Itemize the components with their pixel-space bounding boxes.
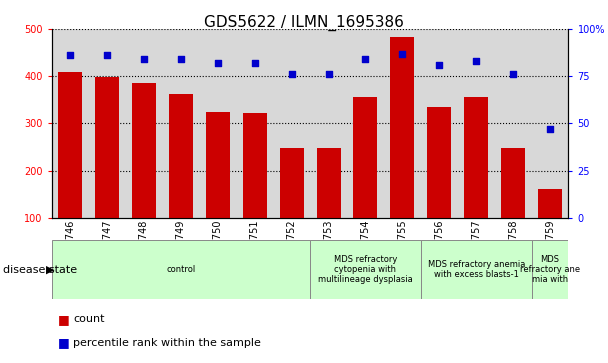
Bar: [310, 240, 421, 299]
Bar: [89, 29, 125, 218]
Point: [323, 72, 333, 77]
Bar: [347, 29, 384, 218]
Point: [213, 60, 223, 66]
Bar: [353, 97, 378, 218]
Bar: [52, 29, 89, 218]
Bar: [421, 240, 531, 299]
Point: [102, 53, 112, 58]
Bar: [458, 29, 495, 218]
Point: [434, 62, 444, 68]
Bar: [199, 29, 237, 218]
Bar: [273, 29, 310, 218]
Text: control: control: [166, 265, 196, 274]
Text: ■: ■: [58, 313, 69, 326]
Bar: [280, 148, 303, 218]
Point: [398, 51, 407, 57]
Text: count: count: [73, 314, 105, 325]
Bar: [531, 29, 568, 218]
Point: [287, 72, 297, 77]
Text: disease state: disease state: [3, 265, 77, 274]
Bar: [464, 97, 488, 218]
Bar: [58, 72, 82, 218]
Bar: [310, 29, 347, 218]
Bar: [538, 189, 562, 218]
Bar: [162, 29, 199, 218]
Text: ■: ■: [58, 337, 69, 350]
Point: [361, 56, 370, 62]
Point: [176, 56, 186, 62]
Bar: [206, 111, 230, 218]
Bar: [531, 240, 568, 299]
Text: MDS refractory
cytopenia with
multilineage dysplasia: MDS refractory cytopenia with multilinea…: [318, 254, 413, 285]
Bar: [52, 240, 310, 299]
Bar: [317, 148, 340, 218]
Bar: [132, 83, 156, 218]
Bar: [421, 29, 458, 218]
Bar: [243, 113, 267, 218]
Bar: [390, 37, 415, 218]
Bar: [95, 77, 119, 218]
Text: ▶: ▶: [46, 265, 54, 274]
Bar: [125, 29, 162, 218]
Text: MDS
refractory ane
mia with: MDS refractory ane mia with: [520, 254, 580, 285]
Text: GDS5622 / ILMN_1695386: GDS5622 / ILMN_1695386: [204, 15, 404, 31]
Bar: [237, 29, 273, 218]
Point: [508, 72, 518, 77]
Bar: [384, 29, 421, 218]
Point: [471, 58, 481, 64]
Bar: [501, 148, 525, 218]
Point: [65, 53, 75, 58]
Text: percentile rank within the sample: percentile rank within the sample: [73, 338, 261, 348]
Point: [139, 56, 149, 62]
Point: [545, 126, 555, 132]
Point: [250, 60, 260, 66]
Text: MDS refractory anemia
with excess blasts-1: MDS refractory anemia with excess blasts…: [427, 260, 525, 279]
Bar: [427, 107, 451, 218]
Bar: [495, 29, 531, 218]
Bar: [169, 94, 193, 218]
